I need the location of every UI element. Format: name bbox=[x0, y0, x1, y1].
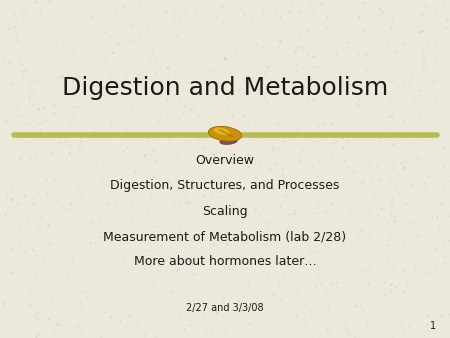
Text: Digestion and Metabolism: Digestion and Metabolism bbox=[62, 76, 388, 100]
Text: 2/27 and 3/3/08: 2/27 and 3/3/08 bbox=[186, 303, 264, 313]
Ellipse shape bbox=[220, 138, 238, 145]
Text: Digestion, Structures, and Processes: Digestion, Structures, and Processes bbox=[110, 179, 340, 192]
Ellipse shape bbox=[208, 126, 242, 141]
Text: 1: 1 bbox=[430, 321, 436, 331]
Text: Overview: Overview bbox=[195, 154, 255, 167]
Ellipse shape bbox=[213, 127, 230, 135]
Text: Measurement of Metabolism (lab 2/28): Measurement of Metabolism (lab 2/28) bbox=[104, 230, 346, 243]
Text: Scaling: Scaling bbox=[202, 205, 248, 218]
Text: More about hormones later…: More about hormones later… bbox=[134, 256, 316, 268]
